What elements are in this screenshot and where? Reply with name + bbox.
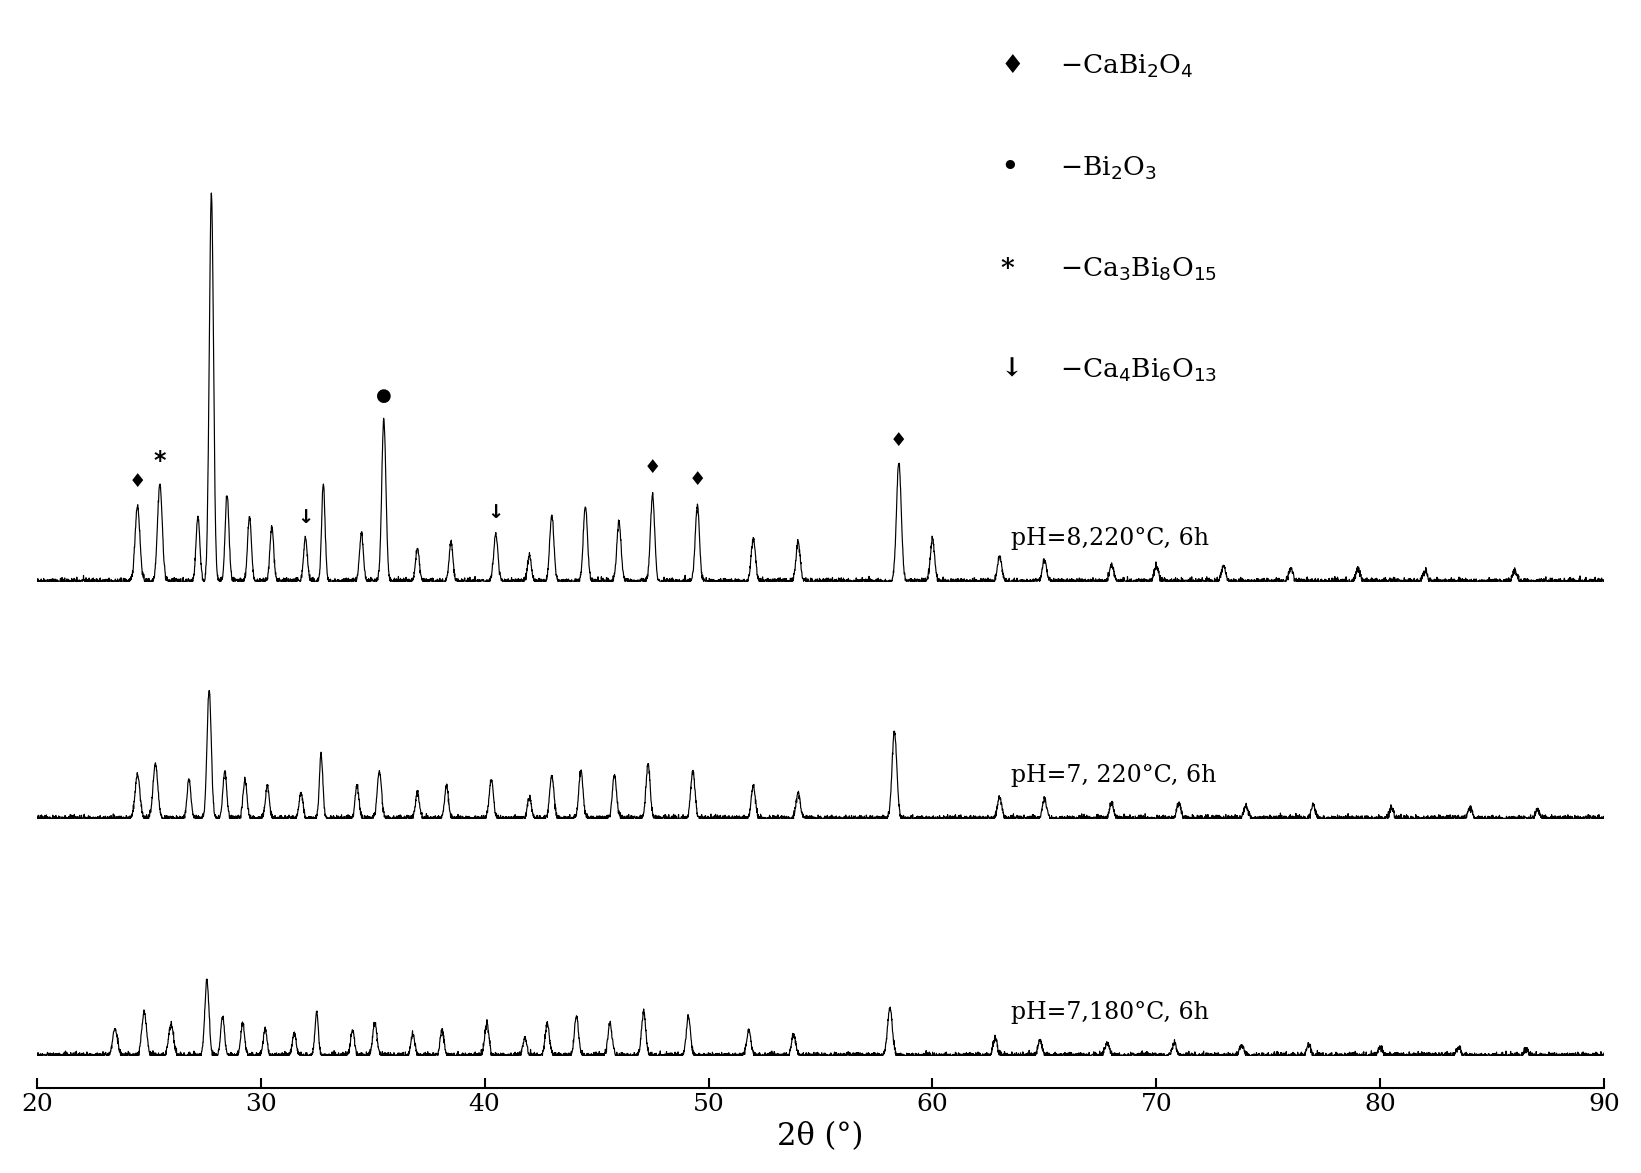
Text: ♦: ♦	[1001, 53, 1024, 77]
X-axis label: 2θ (°): 2θ (°)	[778, 1121, 863, 1152]
Text: ♦: ♦	[689, 470, 706, 489]
Text: ♦: ♦	[128, 472, 146, 490]
Text: $-$CaBi$_2$O$_4$: $-$CaBi$_2$O$_4$	[1060, 53, 1193, 80]
Text: $-$Ca$_4$Bi$_6$O$_{13}$: $-$Ca$_4$Bi$_6$O$_{13}$	[1060, 357, 1218, 385]
Text: ↓: ↓	[1001, 357, 1022, 382]
Text: *: *	[154, 449, 166, 474]
Text: ●: ●	[376, 387, 392, 405]
Text: $-$Bi$_2$O$_3$: $-$Bi$_2$O$_3$	[1060, 154, 1157, 182]
Text: ♦: ♦	[889, 430, 907, 450]
Text: •: •	[1001, 154, 1017, 179]
Text: ↓: ↓	[487, 503, 504, 522]
Text: ↓: ↓	[297, 508, 313, 527]
Text: ♦: ♦	[643, 459, 661, 477]
Text: $-$Ca$_3$Bi$_8$O$_{15}$: $-$Ca$_3$Bi$_8$O$_{15}$	[1060, 256, 1218, 283]
Text: pH=8,220°C, 6h: pH=8,220°C, 6h	[1011, 527, 1209, 550]
Text: *: *	[1001, 256, 1014, 280]
Text: pH=7, 220°C, 6h: pH=7, 220°C, 6h	[1011, 764, 1216, 787]
Text: pH=7,180°C, 6h: pH=7,180°C, 6h	[1011, 1001, 1209, 1024]
